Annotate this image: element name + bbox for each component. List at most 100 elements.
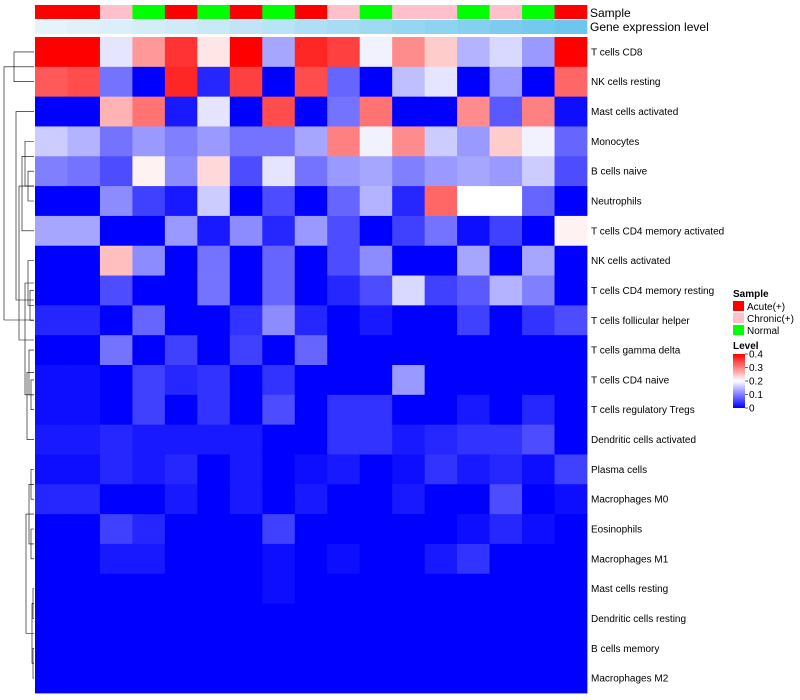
heatmap-cell	[229, 603, 263, 634]
heatmap-cell	[164, 245, 198, 276]
heatmap-cell	[359, 275, 393, 306]
sample-legend-swatch	[733, 313, 744, 323]
heatmap-cell	[554, 454, 588, 485]
heatmap-cell	[67, 484, 101, 515]
heatmap-cell	[489, 275, 523, 306]
gene-annotation-cell	[554, 20, 588, 34]
gene-annotation-title: Gene expression level	[590, 20, 709, 34]
heatmap-cell	[554, 37, 588, 68]
sample-annotation-cell	[554, 5, 588, 19]
sample-legend-label: Chronic(+)	[747, 314, 794, 325]
heatmap-cell	[294, 454, 328, 485]
heatmap-cell	[392, 186, 426, 217]
heatmap-cell	[392, 245, 426, 276]
heatmap-cell	[294, 245, 328, 276]
heatmap-cell	[262, 215, 296, 247]
heatmap-cell	[424, 603, 458, 634]
heatmap-cell	[35, 245, 68, 276]
row-label: T cells CD4 memory activated	[591, 226, 724, 237]
sample-annotation-cell	[262, 5, 296, 19]
heatmap-cell	[262, 156, 296, 187]
sample-annotation-cell	[522, 5, 555, 19]
heatmap-cell	[294, 543, 328, 575]
heatmap-cell	[489, 245, 523, 276]
heatmap-cell	[457, 215, 490, 247]
heatmap-cell	[424, 156, 458, 187]
heatmap-cell	[229, 126, 263, 157]
sample-annotation-cell	[132, 5, 166, 19]
heatmap-cell	[327, 394, 361, 426]
heatmap-cell	[489, 484, 523, 515]
sample-annotation-cell	[164, 5, 198, 19]
heatmap-cell	[132, 305, 166, 336]
heatmap-cell	[67, 454, 101, 485]
heatmap-cell	[489, 573, 523, 604]
heatmap-cell	[35, 543, 68, 575]
heatmap-cell	[327, 37, 361, 68]
heatmap-cell	[67, 573, 101, 604]
heatmap-cell	[327, 335, 361, 366]
row-label: T cells follicular helper	[591, 316, 690, 327]
heatmap-cell	[359, 156, 393, 187]
gene-annotation-cell	[197, 20, 231, 34]
heatmap-cell	[99, 245, 133, 276]
heatmap-cell	[197, 66, 231, 98]
heatmap-cell	[294, 37, 328, 68]
heatmap-cell	[132, 156, 166, 187]
heatmap-cell	[99, 186, 133, 217]
heatmap-cell	[327, 156, 361, 187]
row-label: T cells CD8	[591, 47, 643, 58]
heatmap-cell	[489, 215, 523, 247]
level-legend-tick-label: 0.4	[749, 350, 763, 361]
sample-annotation-cell	[489, 5, 523, 19]
heatmap-cell	[99, 394, 133, 426]
heatmap-cell	[424, 335, 458, 366]
heatmap-cell	[554, 603, 588, 634]
heatmap-cell	[522, 514, 555, 545]
heatmap-cell	[67, 394, 101, 426]
heatmap-cell	[132, 573, 166, 604]
heatmap-cell	[229, 156, 263, 187]
heatmap-cell	[554, 663, 588, 694]
heatmap-cell	[197, 603, 231, 634]
sample-legend-swatch	[733, 301, 744, 311]
heatmap-cell	[164, 543, 198, 575]
heatmap-cell	[67, 603, 101, 634]
row-label: Mast cells activated	[591, 107, 678, 118]
heatmap-cell	[327, 543, 361, 575]
heatmap-cell	[99, 633, 133, 664]
heatmap-cell	[392, 215, 426, 247]
heatmap-cell	[99, 663, 133, 694]
heatmap-cell	[67, 633, 101, 664]
heatmap-cell	[392, 126, 426, 157]
heatmap-cell	[457, 305, 490, 336]
heatmap-cell	[359, 424, 393, 455]
sample-annotation-cell	[359, 5, 393, 19]
heatmap-cell	[424, 394, 458, 426]
heatmap-cell	[229, 543, 263, 575]
heatmap-cell	[35, 305, 68, 336]
heatmap-cell	[132, 37, 166, 68]
heatmap-cell	[132, 96, 166, 127]
heatmap-cell	[522, 126, 555, 157]
row-label: Dendritic cells activated	[591, 435, 696, 446]
heatmap-cell	[197, 305, 231, 336]
heatmap-cell	[522, 96, 555, 127]
heatmap-cell	[229, 394, 263, 426]
heatmap-cell	[327, 186, 361, 217]
heatmap-cell	[554, 514, 588, 545]
heatmap-cell	[197, 126, 231, 157]
heatmap-cell	[67, 37, 101, 68]
heatmap-cell	[35, 424, 68, 455]
heatmap-cell	[132, 603, 166, 634]
heatmap-cell	[359, 215, 393, 247]
row-label: Macrophages M0	[591, 495, 669, 506]
sample-annotation-cell	[35, 5, 68, 19]
heatmap-cell	[359, 633, 393, 664]
heatmap-cell	[197, 275, 231, 306]
row-label: Mast cells resting	[591, 584, 668, 595]
heatmap-cell	[262, 663, 296, 694]
heatmap-cell	[457, 245, 490, 276]
heatmap-cell	[35, 186, 68, 217]
heatmap-cell	[392, 603, 426, 634]
